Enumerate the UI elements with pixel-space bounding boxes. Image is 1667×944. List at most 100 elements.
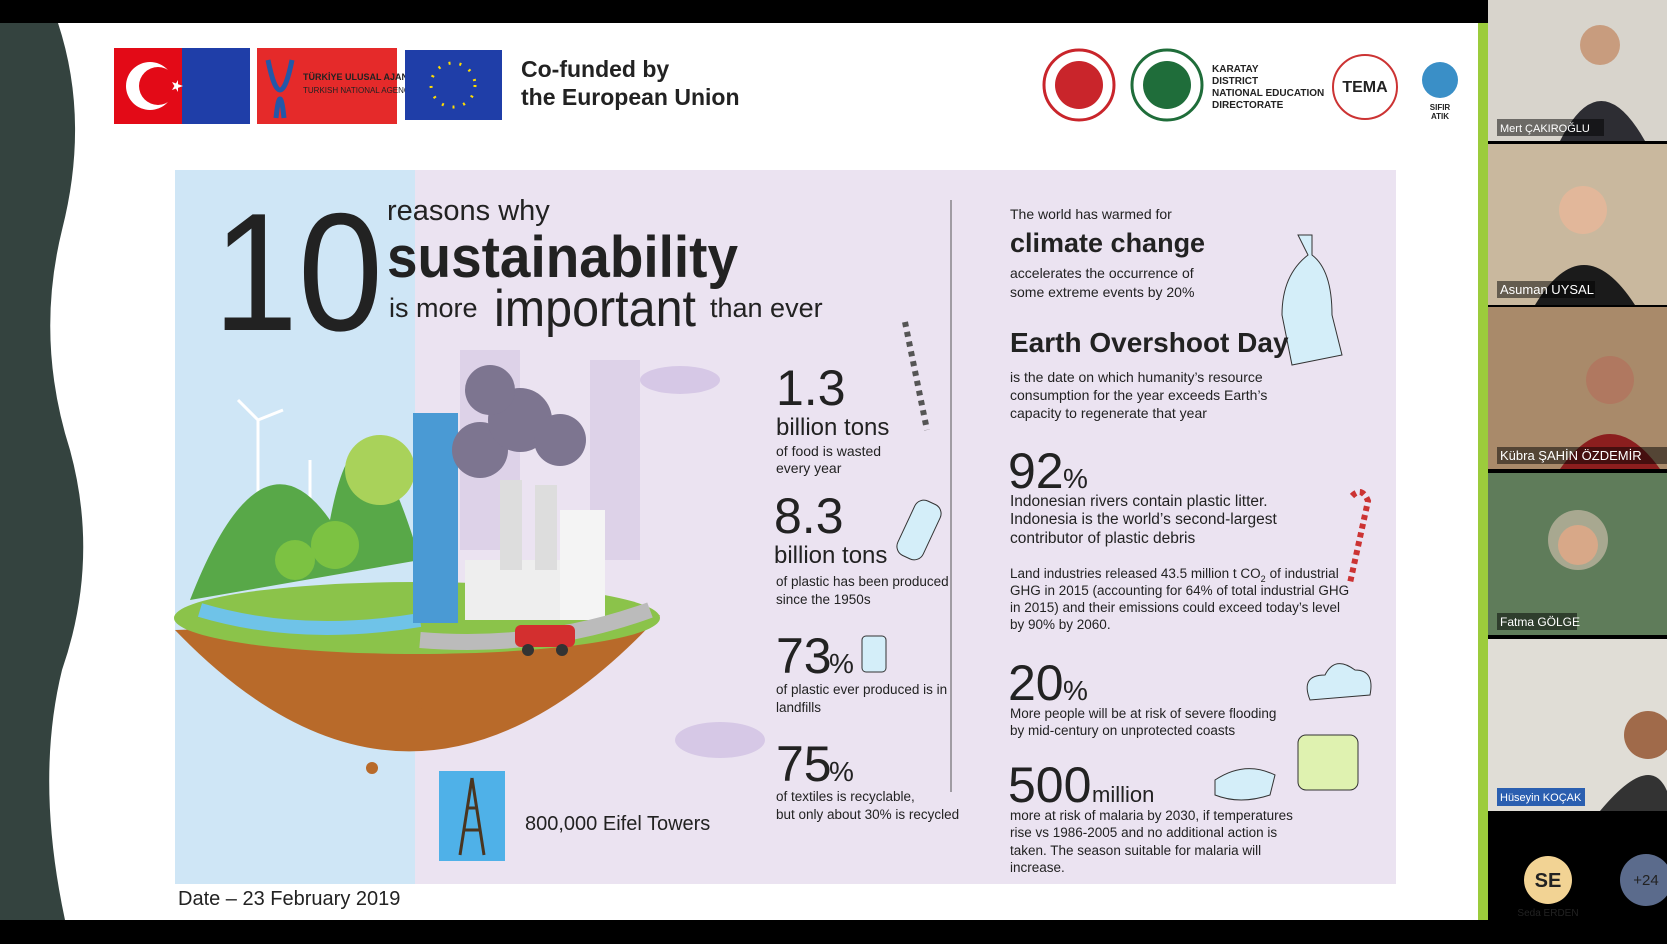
- bag-icon: [1297, 734, 1359, 791]
- stat-text: of food is wasted: [776, 443, 881, 459]
- stat-text: landfills: [776, 700, 821, 715]
- illustration-part: [413, 413, 458, 623]
- overshoot-heading: Earth Overshoot Day: [1010, 327, 1289, 358]
- stat-text: Indonesia is the world’s second-largest: [1010, 511, 1278, 528]
- participants-part: [1488, 307, 1667, 469]
- directorate: KARATAY: [1212, 64, 1259, 75]
- stat-number: 500: [1008, 757, 1091, 813]
- left-stat-part: [902, 321, 930, 431]
- participants-part: [1497, 788, 1585, 806]
- land-text: by 90% by 2060.: [1010, 617, 1111, 632]
- candy-icon: [1347, 489, 1372, 584]
- logos-part: [1143, 61, 1191, 109]
- participants-part: [1497, 447, 1667, 464]
- illustration-part: [515, 625, 575, 647]
- logos-part: [1332, 54, 1398, 120]
- left-stat-part: [896, 499, 942, 561]
- left-stat-part: [861, 635, 887, 673]
- logos: TÜRKİYE ULUSAL AJANSI TURKISH NATIONAL A…: [114, 48, 1458, 124]
- overshoot-text: capacity to regenerate that year: [1010, 405, 1207, 421]
- infographic-part: [640, 366, 720, 394]
- title: is more: [389, 293, 478, 323]
- climate-text: accelerates the occurrence of: [1010, 265, 1194, 281]
- land-text: GHG in 2015 (accounting for 64% of total…: [1010, 583, 1349, 598]
- infographic: 10 reasons why sustainability is more im…: [174, 170, 1396, 884]
- overshoot-text: is the date on which humanity’s resource: [1010, 369, 1263, 385]
- more-participants[interactable]: [1620, 854, 1667, 906]
- illustration-part: [534, 414, 586, 466]
- logos-part: [265, 59, 295, 119]
- cofunded: the European Union: [521, 84, 740, 110]
- logos-part: [1055, 61, 1103, 109]
- eiffel-part: [458, 777, 486, 856]
- land-text: Land industries released 43.5 million t …: [1010, 566, 1261, 581]
- more-count[interactable]: +24: [1633, 872, 1658, 889]
- logos-part: [139, 67, 177, 105]
- illustration-part: [345, 435, 415, 505]
- infographic-part: [675, 722, 765, 758]
- big-number: 10: [213, 178, 383, 366]
- stat-number: 1.3: [776, 360, 846, 416]
- agency-name-en: TURKISH NATIONAL AGENCY: [303, 86, 416, 95]
- stat-number: 73: [776, 628, 832, 684]
- directorate: NATIONAL EDUCATION: [1212, 88, 1324, 99]
- participants-part: [1559, 186, 1607, 234]
- stat-unit: %: [829, 648, 854, 679]
- illustration-part: [522, 644, 534, 656]
- participants-part: [1558, 525, 1598, 565]
- stat-unit: million: [1092, 782, 1154, 807]
- land-text: of industrial: [1270, 566, 1339, 581]
- shared-slide-part: [0, 23, 84, 920]
- logos-part: [429, 61, 477, 109]
- participants: Mert ÇAKIROĞLU Asuman UYSAL Kübra ŞAHİN …: [1488, 0, 1667, 919]
- date: Date – 23 February 2019: [178, 888, 400, 910]
- eiffel: 800,000 Eifel Towers: [439, 771, 710, 861]
- stat-text: by mid-century on unprotected coasts: [1010, 723, 1235, 738]
- illustration-part: [560, 510, 605, 620]
- illustration: [174, 365, 660, 774]
- illustration-part: [236, 398, 284, 450]
- title: sustainability: [387, 225, 738, 290]
- title: reasons why: [387, 195, 550, 227]
- participant-name: Asuman UYSAL: [1500, 282, 1594, 297]
- agency-name: TÜRKİYE ULUSAL AJANSI: [303, 72, 417, 82]
- climate-intro: The world has warmed for: [1010, 206, 1172, 222]
- participants-part: [1524, 856, 1572, 904]
- participants-part: [1497, 281, 1595, 298]
- logos-part: [172, 80, 183, 92]
- land-text: Land industries released 43.5 million t …: [1010, 566, 1339, 584]
- sifir: ATIK: [1431, 112, 1449, 121]
- stat-text: more at risk of malaria by 2030, if temp…: [1010, 808, 1293, 823]
- overshoot-text: consumption for the year exceeds Earth’s: [1010, 387, 1267, 403]
- land-text: in 2015) and their emissions could excee…: [1010, 600, 1340, 615]
- participant-name: Seda ERDEN: [1517, 908, 1578, 919]
- stat-unit: %: [829, 756, 854, 787]
- left-stat: 8.3 billion tons of plastic has been pro…: [774, 488, 949, 607]
- participant-name: Mert ÇAKIROĞLU: [1500, 122, 1590, 135]
- sifir: SIFIR: [1430, 103, 1451, 112]
- participant-name: Kübra ŞAHİN ÖZDEMİR: [1500, 448, 1642, 463]
- climate-text: some extreme events by 20%: [1010, 284, 1194, 300]
- tema: TEMA: [1342, 79, 1388, 96]
- logos-part: [1422, 62, 1458, 98]
- shared-slide-part: [1478, 23, 1488, 920]
- climate-heading: climate change: [1010, 228, 1205, 258]
- stat-text: of textiles is recyclable,: [776, 789, 915, 804]
- stat-text: of plastic has been produced: [776, 574, 949, 589]
- participants-part: [1586, 356, 1634, 404]
- logos-part: [405, 50, 502, 120]
- stat-text: increase.: [1010, 860, 1065, 875]
- stat-text: Indonesian rivers contain plastic litter…: [1010, 493, 1268, 510]
- illustration-part: [500, 480, 522, 570]
- left-stat: 1.3 billion tons of food is wasted every…: [776, 321, 930, 476]
- stat-text: since the 1950s: [776, 592, 871, 607]
- participants-part: [1497, 613, 1577, 630]
- illustration-part: [311, 521, 359, 569]
- stat-text: rise vs 1986-2005 and no additional acti…: [1010, 825, 1277, 840]
- logos-part: [257, 48, 397, 124]
- title: important: [494, 280, 697, 338]
- left-stat: 75 % of textiles is recyclable, but only…: [776, 736, 959, 822]
- directorate: DIRECTORATE: [1212, 100, 1284, 111]
- cofunded: Co-funded by: [521, 56, 669, 82]
